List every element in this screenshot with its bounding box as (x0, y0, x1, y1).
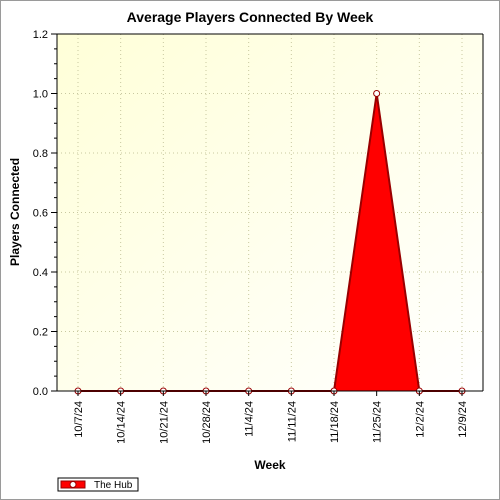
y-tick-label: 0.0 (33, 386, 48, 398)
x-tick-label: 12/9/24 (457, 401, 469, 438)
legend: The Hub (57, 477, 139, 492)
x-tick-label: 11/18/24 (329, 401, 341, 443)
legend-marker-icon (69, 481, 77, 488)
y-tick-label: 1.0 (33, 89, 48, 101)
x-tick-label: 11/4/24 (244, 401, 256, 437)
x-tick-label: 12/2/24 (414, 401, 426, 438)
x-tick-label: 11/11/24 (286, 401, 298, 442)
y-tick-label: 0.8 (33, 148, 48, 160)
y-tick-label: 0.2 (33, 327, 48, 339)
y-tick-label: 0.6 (33, 208, 48, 220)
x-tick-label: 11/25/24 (372, 401, 384, 443)
y-tick-label: 0.4 (33, 267, 48, 279)
x-tick-label: 10/28/24 (201, 401, 213, 444)
x-tick-label: 10/7/24 (73, 401, 85, 438)
y-axis-label: Players Connected (8, 158, 22, 266)
y-tick-label: 1.2 (33, 29, 48, 41)
y-axis-ticks: 0.0 0.2 0.4 0.6 0.8 1.0 1.2 (33, 29, 57, 398)
x-tick-label: 10/14/24 (116, 401, 128, 444)
x-axis-ticks: 10/7/24 10/14/24 10/21/24 10/28/24 11/4/24 11… (73, 391, 469, 444)
x-tick-label: 10/21/24 (158, 401, 170, 444)
chart-title: Average Players Connected By Week (127, 9, 374, 25)
x-axis-label: Week (254, 458, 285, 472)
data-point (373, 90, 381, 97)
legend-label: The Hub (94, 480, 133, 491)
